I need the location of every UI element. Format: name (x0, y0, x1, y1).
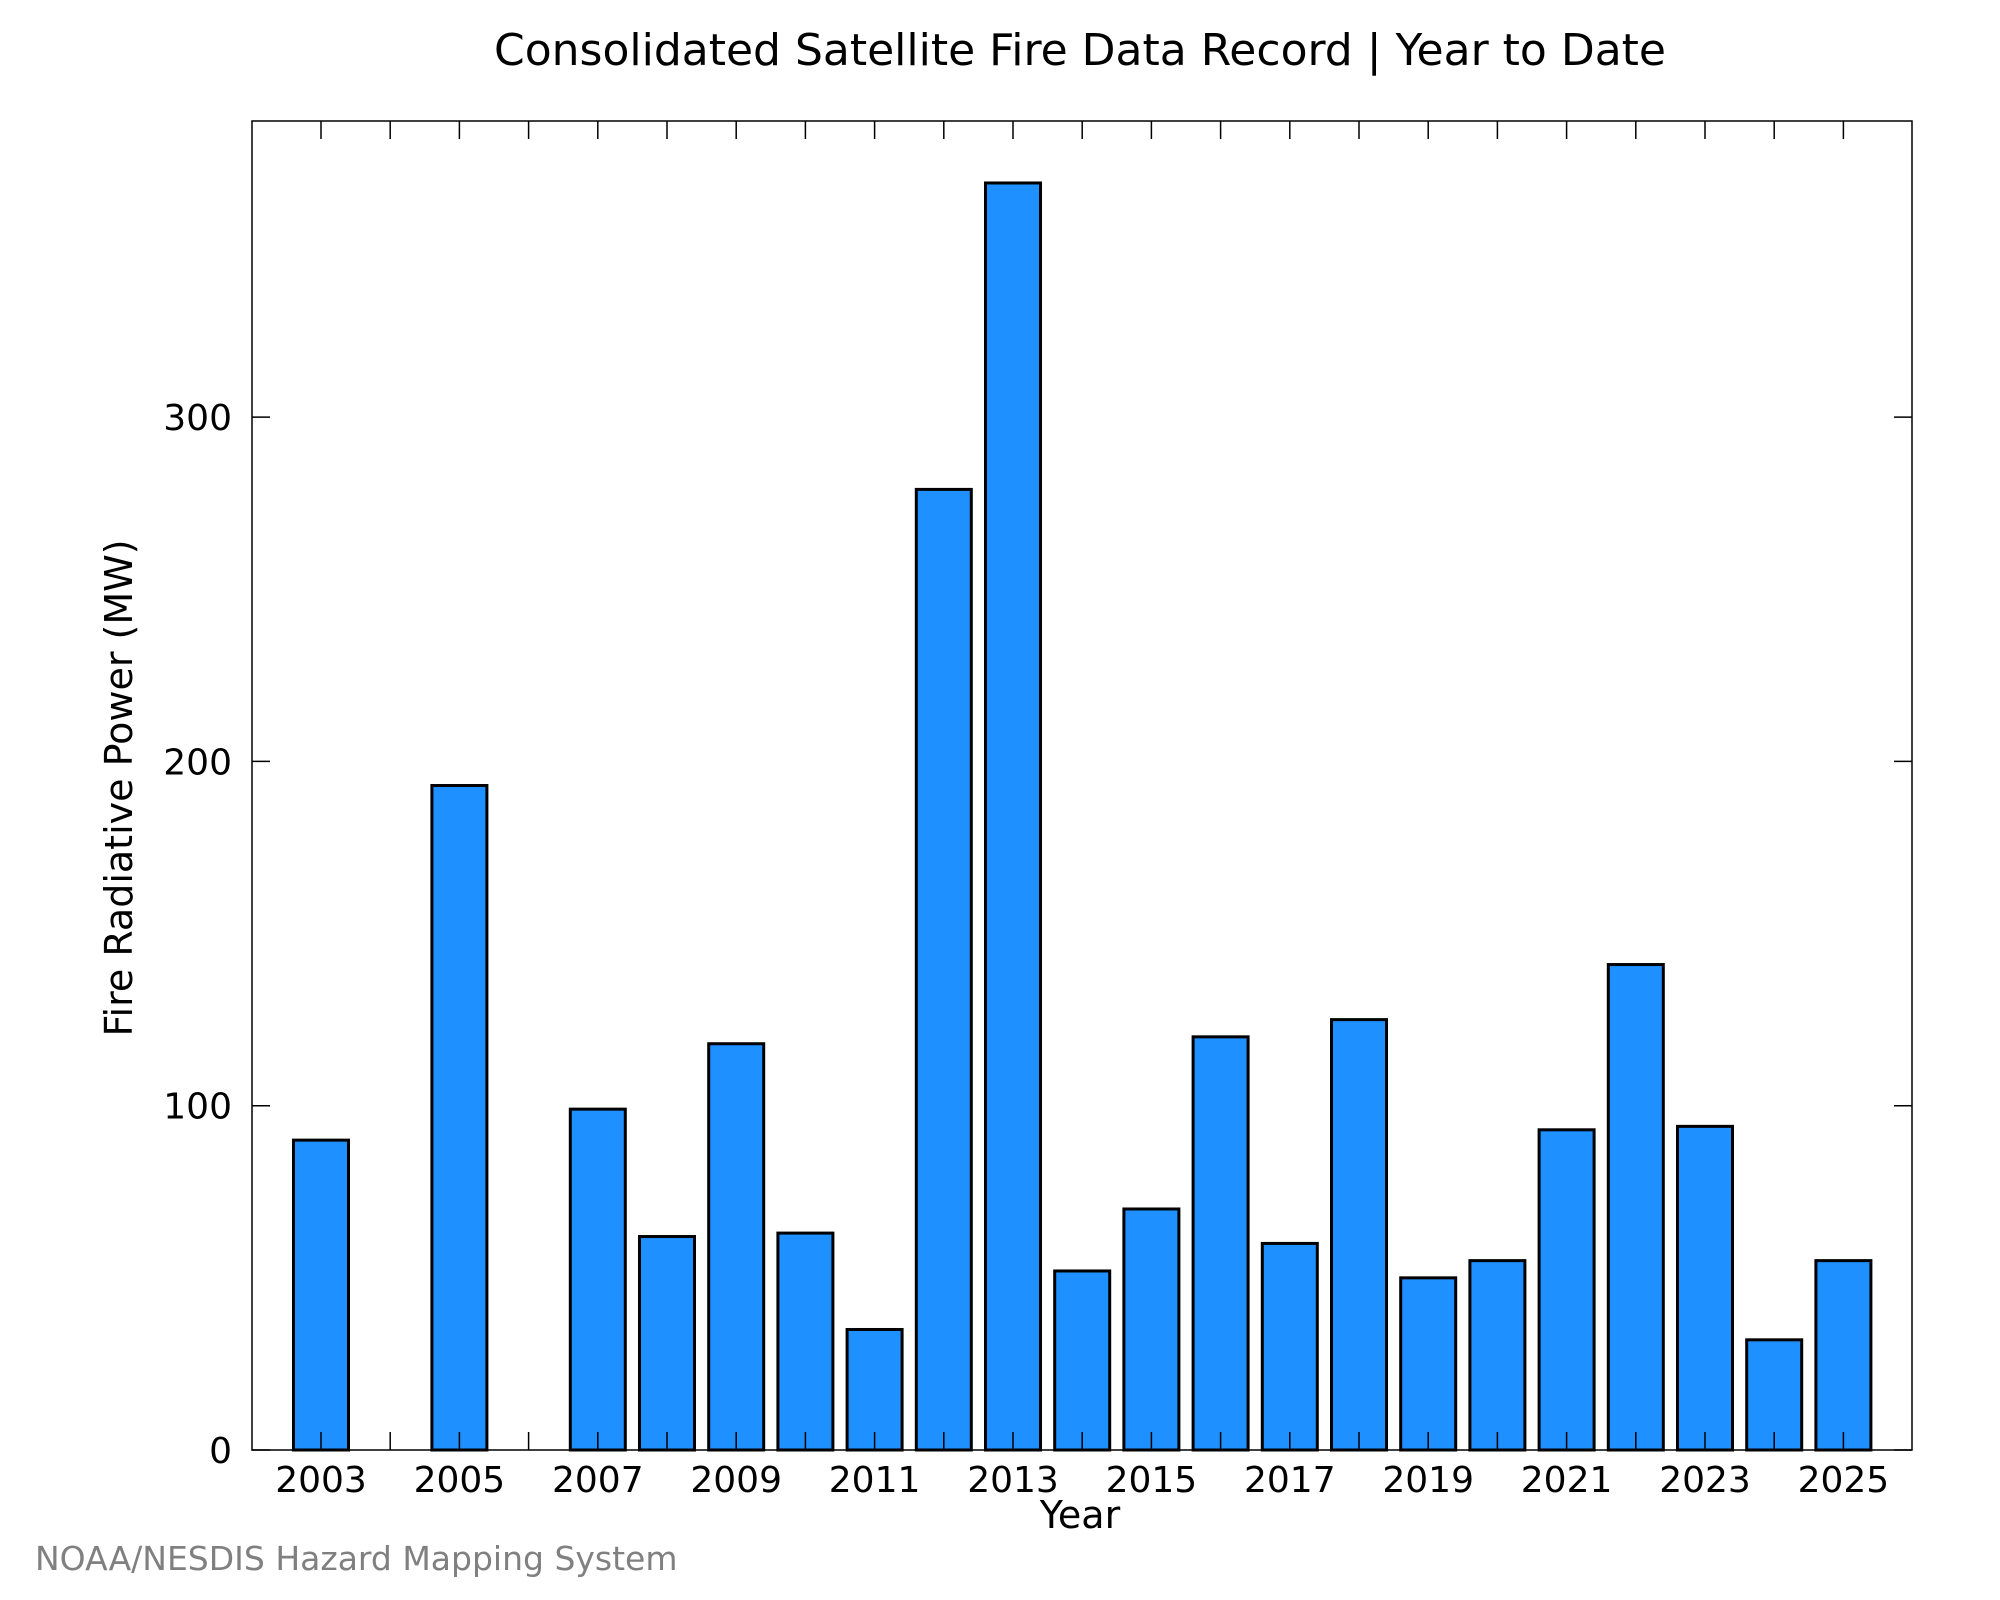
bar-2012 (914, 487, 973, 1452)
bar-2005 (430, 784, 489, 1452)
bar-2010 (776, 1231, 835, 1452)
credit-text: NOAA/NESDIS Hazard Mapping System (35, 1539, 678, 1578)
x-tick-label: 2023 (1659, 1460, 1751, 1501)
x-tick-label: 2007 (552, 1460, 644, 1501)
x-tick-label: 2003 (275, 1460, 367, 1501)
bar-2018 (1330, 1018, 1388, 1452)
x-tick-label: 2017 (1244, 1460, 1336, 1501)
bar-2022 (1606, 963, 1665, 1452)
bar-2003 (292, 1138, 350, 1452)
x-tick-label: 2013 (967, 1460, 1059, 1501)
x-tick-label: 2009 (690, 1460, 782, 1501)
chart-title: Consolidated Satellite Fire Data Record … (494, 25, 1666, 76)
x-axis-label: Year (1039, 1493, 1121, 1537)
y-tick-label: 0 (209, 1431, 232, 1472)
bar-2009 (707, 1042, 766, 1452)
bar-2020 (1468, 1259, 1527, 1452)
bar-2021 (1537, 1128, 1596, 1452)
x-tick-label: 2015 (1106, 1460, 1198, 1501)
x-tick-label: 2005 (414, 1460, 506, 1501)
bar-2014 (1053, 1269, 1112, 1452)
bar-2025 (1814, 1259, 1873, 1452)
bar-2016 (1191, 1035, 1250, 1452)
bar-2008 (638, 1235, 696, 1452)
bar-2015 (1122, 1207, 1181, 1452)
x-tick-label: 2019 (1382, 1460, 1474, 1501)
x-tick-label: 2021 (1521, 1460, 1613, 1501)
y-tick-label: 100 (163, 1087, 232, 1128)
y-tick-label: 200 (163, 742, 232, 783)
x-tick-label: 2025 (1798, 1460, 1890, 1501)
y-axis-label: Fire Radiative Power (MW) (97, 539, 141, 1036)
bar-2013 (984, 181, 1042, 1452)
plot-area: 0 100 200 300 2003 2005 2007 2009 2011 2013 2015 20… (163, 120, 1913, 1501)
y-tick-label: 300 (163, 398, 232, 439)
bar-2007 (568, 1107, 627, 1452)
bar-2011 (845, 1327, 904, 1452)
bar-2023 (1676, 1124, 1734, 1452)
bar-2017 (1260, 1241, 1319, 1452)
x-tick-label: 2011 (829, 1460, 921, 1501)
bar-2019 (1399, 1276, 1458, 1452)
